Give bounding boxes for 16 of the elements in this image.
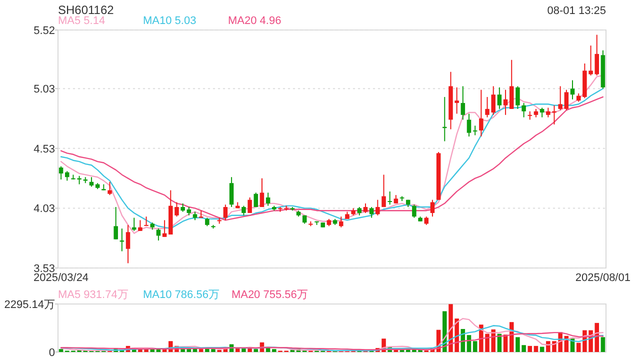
text: MA20 4.96 — [228, 15, 282, 27]
text: MA5 931.74万 — [58, 289, 128, 301]
x-tick-label: 2025/08/01 — [575, 272, 630, 284]
y-tick-label: 4.03 — [34, 203, 55, 216]
x-tick-label: 2025/03/24 — [34, 272, 89, 284]
text: MA5 5.14 — [58, 15, 106, 27]
text: 08-01 13:25 — [547, 5, 606, 17]
text: MA10 5.03 — [143, 15, 196, 27]
y-tick-label: 2295.14万 — [4, 299, 55, 311]
text: MA10 786.56万 — [143, 289, 220, 301]
y-tick-label: 5.52 — [34, 25, 55, 37]
y-tick-label: 4.53 — [34, 143, 55, 156]
y-tick-label: 5.03 — [34, 84, 55, 96]
y-tick-label: 0 — [48, 347, 55, 359]
chart-title: SH601162 — [58, 3, 114, 17]
text: MA20 755.56万 — [231, 289, 308, 301]
